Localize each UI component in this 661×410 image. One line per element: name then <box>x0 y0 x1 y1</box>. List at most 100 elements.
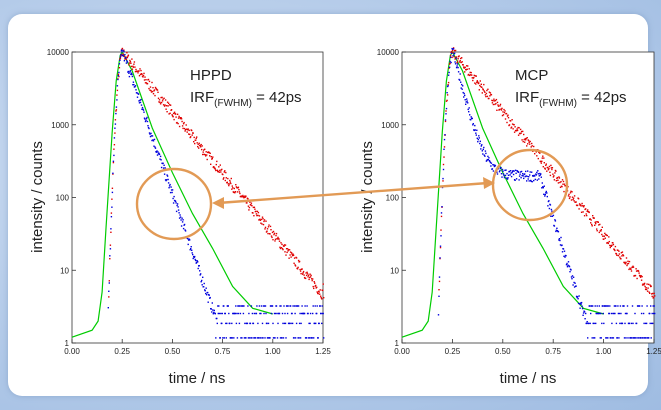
data-point <box>495 98 498 101</box>
data-point <box>129 71 131 73</box>
data-point <box>494 103 496 106</box>
data-point <box>540 173 542 175</box>
data-point <box>259 337 262 339</box>
data-point <box>644 288 647 291</box>
data-point <box>646 290 649 292</box>
data-point <box>170 189 173 191</box>
data-point <box>113 137 116 139</box>
data-point <box>171 191 173 194</box>
data-point <box>139 73 142 76</box>
data-point <box>599 312 601 315</box>
data-point <box>201 279 203 282</box>
data-point <box>226 322 228 325</box>
data-point <box>153 90 155 92</box>
data-point <box>511 119 513 121</box>
data-point <box>268 224 270 226</box>
data-point <box>442 163 445 166</box>
data-point <box>301 273 304 275</box>
data-point <box>157 91 159 93</box>
data-point <box>492 103 495 106</box>
data-point <box>570 269 572 271</box>
data-point <box>450 50 453 53</box>
data-point <box>485 92 488 95</box>
data-point <box>571 275 574 277</box>
data-point <box>313 281 315 283</box>
data-point <box>470 71 472 74</box>
data-point <box>259 218 261 220</box>
data-point <box>156 89 159 91</box>
data-point <box>558 177 561 179</box>
data-point <box>602 305 604 307</box>
data-point <box>556 176 559 179</box>
data-point <box>522 173 524 175</box>
data-point <box>461 88 463 90</box>
data-point <box>515 178 518 180</box>
data-point <box>571 278 573 280</box>
data-point <box>153 89 156 91</box>
data-point <box>607 305 609 307</box>
data-point <box>314 305 316 307</box>
data-point <box>281 248 284 250</box>
data-point <box>625 337 627 339</box>
data-point <box>636 277 638 280</box>
data-point <box>645 287 647 289</box>
data-point <box>320 297 322 299</box>
data-point <box>630 337 632 339</box>
data-point <box>265 312 267 315</box>
data-point <box>127 54 130 56</box>
data-point <box>643 282 646 285</box>
plot-mcp: 0.00 0.25 0.50 0.75 1.00 1.25110100100010000 … <box>359 47 661 387</box>
data-point <box>571 191 573 193</box>
data-point <box>439 257 441 259</box>
data-point <box>151 81 153 84</box>
data-point <box>640 275 642 277</box>
data-point <box>194 258 196 261</box>
data-point <box>537 173 539 175</box>
data-point <box>651 322 653 325</box>
data-point <box>311 278 313 280</box>
data-point <box>305 272 307 274</box>
data-point <box>204 148 206 150</box>
data-point <box>447 84 449 86</box>
data-point <box>615 305 617 307</box>
data-point <box>216 322 218 325</box>
data-point <box>199 274 201 276</box>
data-point <box>439 245 442 247</box>
data-point <box>531 181 533 183</box>
data-point <box>250 202 253 204</box>
data-point <box>478 135 480 137</box>
data-point <box>270 229 272 231</box>
data-point <box>265 231 268 233</box>
data-point <box>457 58 459 60</box>
data-point <box>647 287 649 289</box>
data-point <box>285 248 288 250</box>
data-point <box>143 72 145 75</box>
data-point <box>221 322 223 325</box>
data-point <box>253 215 255 217</box>
data-point <box>291 312 293 315</box>
data-point <box>628 322 631 325</box>
data-point <box>166 175 169 177</box>
data-point <box>486 159 488 162</box>
data-point <box>650 305 652 307</box>
data-point <box>244 322 246 325</box>
data-point <box>560 236 562 239</box>
y-tick-label: 100 <box>56 194 70 203</box>
data-point <box>480 85 482 88</box>
data-point <box>246 322 249 325</box>
data-point <box>502 114 505 116</box>
y-tick-label: 10 <box>60 266 69 275</box>
data-point <box>640 279 643 281</box>
data-point <box>617 305 619 307</box>
data-point <box>448 71 450 74</box>
data-point <box>178 212 180 214</box>
data-point <box>196 261 198 264</box>
data-point <box>626 263 629 265</box>
data-point <box>236 312 238 315</box>
data-point <box>298 337 300 339</box>
data-point <box>461 61 463 63</box>
data-point <box>269 233 271 235</box>
data-point <box>601 233 603 236</box>
data-point <box>229 322 231 325</box>
data-point <box>287 249 290 251</box>
